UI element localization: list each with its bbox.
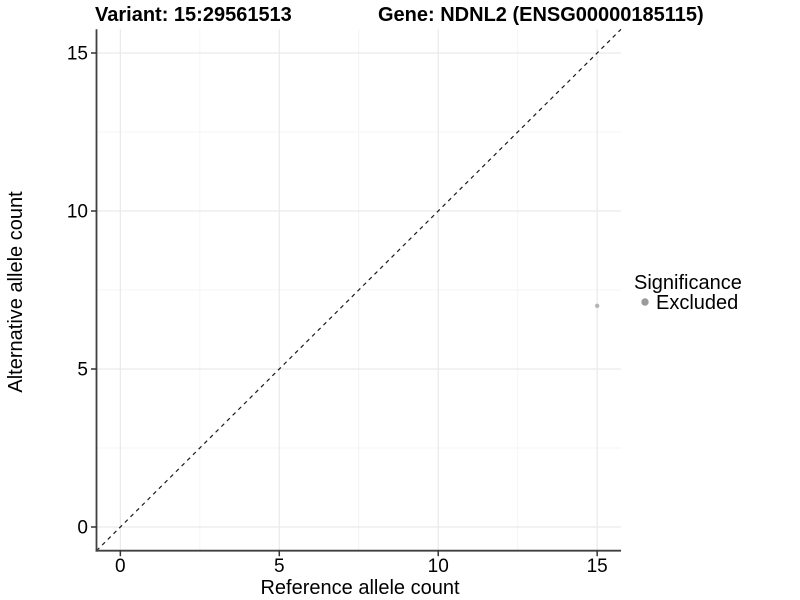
- y-tick-label: 10: [67, 202, 88, 223]
- chart-layers: 0 5 10 15 0 5 10 15: [67, 28, 622, 577]
- x-tick-label: 5: [274, 556, 285, 577]
- legend: Significance Excluded: [634, 272, 742, 314]
- y-tick-label: 15: [67, 44, 88, 65]
- x-tick-label: 15: [587, 556, 608, 577]
- plot-title-variant: Variant: 15:29561513: [95, 4, 292, 26]
- legend-title: Significance: [634, 272, 742, 294]
- y-tick-label: 0: [77, 518, 88, 539]
- x-axis-title: Reference allele count: [260, 577, 459, 599]
- legend-entry-label: Excluded: [656, 292, 738, 314]
- plot-title-gene: Gene: NDNL2 (ENSG00000185115): [378, 4, 704, 26]
- x-tick-label: 0: [115, 556, 126, 577]
- y-axis-title: Alternative allele count: [5, 191, 27, 393]
- legend-key-dot-icon: [641, 298, 649, 306]
- x-tick-label: 10: [428, 556, 449, 577]
- y-tick-label: 5: [77, 360, 88, 381]
- identity-line: [96, 28, 622, 552]
- data-point: [594, 303, 600, 308]
